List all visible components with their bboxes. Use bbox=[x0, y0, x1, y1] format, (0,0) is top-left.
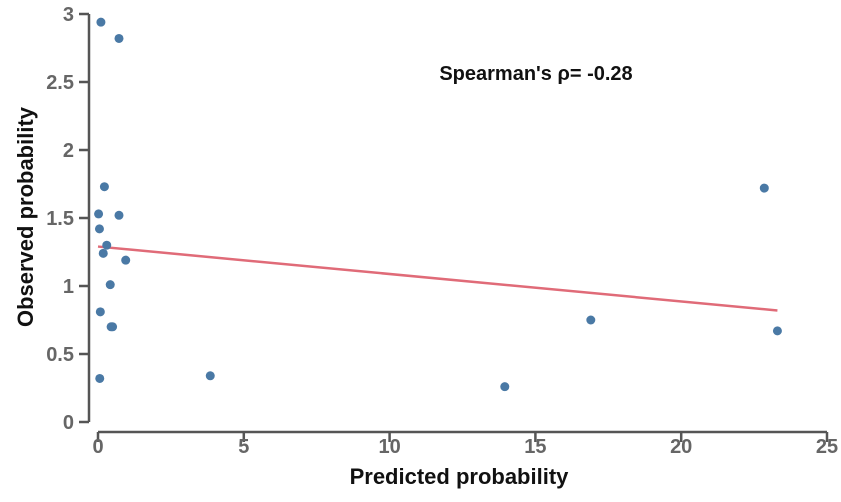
data-point bbox=[121, 255, 131, 265]
y-axis-title: Observed probability bbox=[13, 106, 38, 327]
data-point bbox=[96, 17, 106, 27]
x-tick-label: 15 bbox=[524, 436, 546, 458]
data-point bbox=[99, 182, 109, 192]
data-point bbox=[586, 315, 596, 325]
axes: 0 0.5 1 1.5 2 2.5 3 0 5 10 15 20 25 bbox=[46, 4, 838, 458]
data-point bbox=[114, 210, 124, 220]
data-point bbox=[105, 280, 115, 290]
data-point bbox=[205, 371, 215, 381]
x-tick-label: 20 bbox=[670, 436, 692, 458]
spearman-annotation: Spearman's ρ= -0.28 bbox=[439, 63, 632, 85]
data-point bbox=[98, 248, 108, 258]
points-layer bbox=[94, 17, 782, 392]
y-tick-label: 2.5 bbox=[46, 72, 74, 94]
y-tick-label: 3 bbox=[63, 4, 74, 26]
data-point bbox=[102, 240, 112, 250]
x-tick-label: 25 bbox=[816, 436, 838, 458]
data-point bbox=[500, 382, 510, 392]
data-point bbox=[94, 224, 104, 234]
x-axis-title: Predicted probability bbox=[350, 464, 570, 489]
data-point bbox=[772, 326, 782, 336]
y-tick-label: 0 bbox=[63, 412, 74, 434]
y-tick-label: 1.5 bbox=[46, 208, 74, 230]
data-point bbox=[114, 33, 124, 43]
x-tick-label: 10 bbox=[378, 436, 400, 458]
y-tick-label: 1 bbox=[63, 276, 74, 298]
data-point bbox=[94, 209, 104, 219]
data-point bbox=[95, 307, 105, 317]
data-point bbox=[95, 373, 105, 383]
data-point bbox=[108, 322, 118, 332]
y-tick-label: 2 bbox=[63, 140, 74, 162]
x-tick-label: 5 bbox=[238, 436, 249, 458]
regression-line bbox=[97, 245, 778, 312]
data-point bbox=[759, 183, 769, 193]
y-tick-label: 0.5 bbox=[46, 344, 74, 366]
trendline-layer bbox=[97, 245, 778, 312]
x-tick-label: 0 bbox=[92, 436, 103, 458]
